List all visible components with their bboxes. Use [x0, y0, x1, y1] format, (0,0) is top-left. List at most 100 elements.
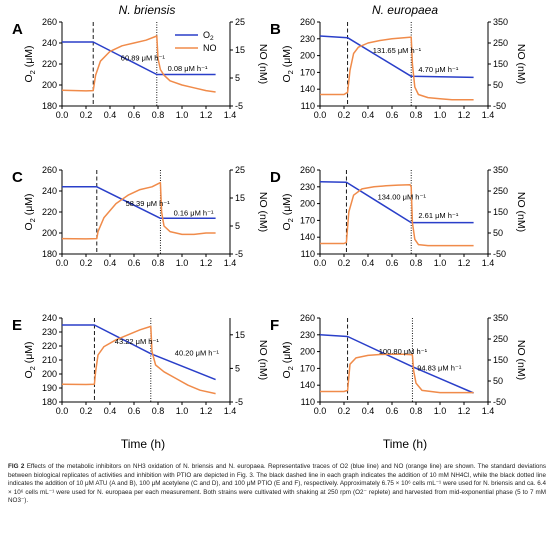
x-tick-label: 0.0: [314, 110, 327, 120]
x-tick-label: 1.0: [176, 406, 189, 416]
y-tick-label: 230: [300, 182, 315, 192]
legend-o2-label: O2: [203, 30, 214, 42]
legend: O2 NO: [175, 30, 217, 53]
x-tick-label: 0.4: [104, 258, 117, 268]
y-axis-label: O2 (μM): [23, 341, 37, 378]
series-no-line: [320, 353, 474, 394]
x-tick-label: 1.4: [224, 406, 237, 416]
x-tick-label: 0.6: [386, 258, 399, 268]
x-axis-title-right: Time (h): [383, 437, 427, 451]
y2-tick-label: 5: [235, 73, 240, 83]
panel-D: D 0.0 0.2 0.4 0.6 0.8 1.0 1.2 1.4 110 140 170 200 230…: [270, 165, 527, 268]
y2-tick-label: 25: [235, 165, 245, 175]
legend-no-label: NO: [203, 43, 217, 53]
x-tick-label: 1.4: [482, 258, 495, 268]
y2-tick-label: 15: [235, 45, 245, 55]
series-o2-line: [319, 181, 474, 224]
x-tick-label: 1.0: [434, 406, 447, 416]
figure-panels: N. briensis N. europaea A 0.0 0.2 0.4 0.6 0.8…: [12, 3, 527, 451]
y-tick-label: 220: [42, 341, 57, 351]
y2-tick-label: 350: [493, 17, 508, 27]
rate-annotation: 60.89 μM h⁻¹: [121, 54, 166, 63]
x-tick-label: 0.2: [338, 406, 351, 416]
y2-tick-label: -50: [493, 249, 506, 259]
y-tick-label: 180: [42, 249, 57, 259]
y-tick-label: 200: [300, 51, 315, 61]
y2-tick-label: 50: [493, 80, 503, 90]
series-no-line: [61, 181, 216, 240]
x-tick-label: 0.8: [410, 406, 423, 416]
caption-text: Effects of the metabolic inhibitors on N…: [8, 463, 546, 505]
x-tick-label: 0.0: [314, 258, 327, 268]
y-axis-label: O2 (μM): [281, 193, 295, 230]
x-tick-label: 1.0: [176, 258, 189, 268]
x-tick-label: 0.6: [128, 406, 141, 416]
y-axis-label: O2 (μM): [281, 341, 295, 378]
x-tick-label: 0.6: [386, 406, 399, 416]
panel-label-E: E: [12, 317, 22, 334]
rate-annotation: 0.08 μM h⁻¹: [168, 64, 208, 73]
y-tick-label: 110: [301, 397, 315, 407]
x-tick-label: 0.4: [104, 406, 117, 416]
y2-tick-label: -50: [493, 101, 506, 111]
y2-tick-label: 350: [493, 313, 508, 323]
y-tick-label: 140: [300, 232, 315, 242]
y-tick-label: 200: [300, 347, 315, 357]
x-tick-label: 1.2: [200, 110, 213, 120]
x-tick-label: 0.6: [128, 258, 141, 268]
x-tick-label: 1.0: [176, 110, 189, 120]
x-tick-label: 0.8: [410, 258, 423, 268]
y2-tick-label: 250: [493, 186, 508, 196]
panel-label-D: D: [270, 169, 281, 186]
x-tick-label: 0.6: [128, 110, 141, 120]
y-tick-label: 110: [301, 101, 315, 111]
x-tick-label: 0.0: [56, 258, 69, 268]
y2-tick-label: -5: [235, 249, 243, 259]
y2-tick-label: -5: [235, 397, 243, 407]
y-tick-label: 200: [42, 228, 57, 238]
y-tick-label: 170: [300, 67, 315, 77]
x-tick-label: 1.0: [434, 258, 447, 268]
x-tick-label: 0.4: [362, 406, 375, 416]
figure-caption: FIG 2 Effects of the metabolic inhibitor…: [8, 463, 546, 506]
panel-F: F 0.0 0.2 0.4 0.6 0.8 1.0 1.2 1.4 110 140 170 200 230…: [270, 313, 527, 416]
x-tick-label: 0.8: [152, 406, 165, 416]
x-tick-label: 0.4: [104, 110, 117, 120]
y2-tick-label: 150: [493, 59, 508, 69]
series-o2-line: [62, 324, 216, 381]
y2-tick-label: -50: [493, 397, 506, 407]
panel-label-C: C: [12, 169, 23, 186]
series-no-line: [61, 35, 216, 93]
y-tick-label: 260: [300, 165, 315, 175]
series-no-line: [320, 36, 474, 101]
y-tick-label: 210: [42, 355, 57, 365]
panel-E: E 0.0 0.2 0.4 0.6 0.8 1.0 1.2 1.4 180 190 200 210 220…: [12, 313, 269, 416]
y-tick-label: 230: [300, 34, 315, 44]
y-tick-label: 260: [42, 165, 57, 175]
x-tick-label: 1.2: [200, 406, 213, 416]
rate-annotation: 43.22 μM h⁻¹: [115, 337, 160, 346]
x-tick-label: 1.4: [482, 110, 495, 120]
panel-C: C 0.0 0.2 0.4 0.6 0.8 1.0 1.2 1.4 180 200 220 240 260…: [12, 165, 269, 268]
x-tick-label: 0.2: [80, 406, 93, 416]
series-o2-line: [62, 186, 216, 220]
y-tick-label: 240: [42, 38, 57, 48]
rate-annotation: 131.65 μM h⁻¹: [373, 46, 422, 55]
x-tick-label: 1.4: [482, 406, 495, 416]
x-tick-label: 0.2: [80, 258, 93, 268]
x-tick-label: 0.2: [338, 258, 351, 268]
y2-tick-label: 150: [493, 355, 508, 365]
series-no-line: [320, 183, 474, 247]
y-tick-label: 200: [42, 80, 57, 90]
series-no-line: [61, 325, 216, 395]
y-tick-label: 200: [42, 369, 57, 379]
y-tick-label: 180: [42, 101, 57, 111]
y-tick-label: 180: [42, 397, 57, 407]
y2-tick-label: 50: [493, 376, 503, 386]
panel-label-A: A: [12, 21, 23, 38]
rate-annotation: 40.20 μM h⁻¹: [175, 349, 220, 358]
x-tick-label: 0.2: [80, 110, 93, 120]
y-tick-label: 260: [300, 17, 315, 27]
rate-annotation: 2.61 μM h⁻¹: [418, 211, 458, 220]
y-tick-label: 240: [42, 186, 57, 196]
